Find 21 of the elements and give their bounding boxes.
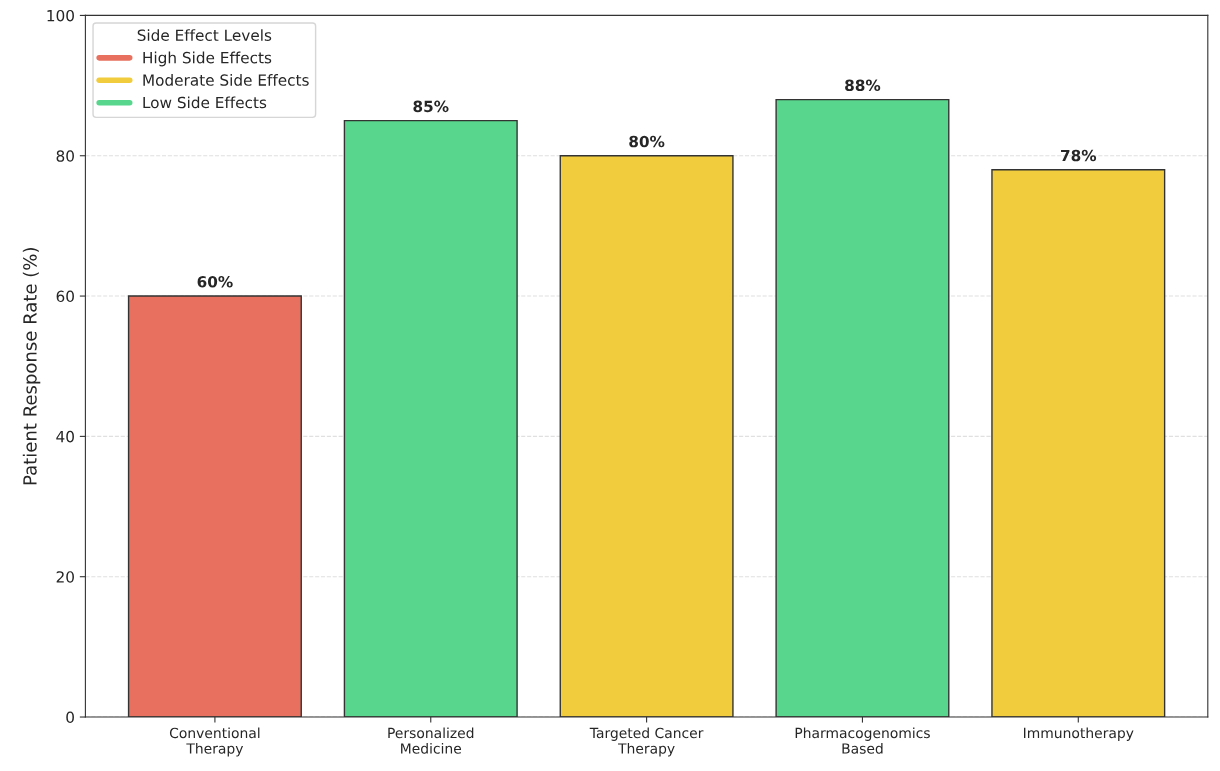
data-label: 88% bbox=[845, 79, 881, 92]
x-tick-label: Personalized Medicine bbox=[388, 727, 474, 754]
x-tick-label: Targeted Cancer Therapy bbox=[589, 727, 704, 757]
y-tick-label: 20 bbox=[56, 571, 74, 583]
data-label: 85% bbox=[413, 100, 449, 113]
y-tick-label: 0 bbox=[66, 711, 74, 724]
x-tick-label: Conventional Therapy bbox=[169, 727, 260, 757]
legend-label: High Side Effects bbox=[143, 51, 272, 67]
x-tick-label: Immunotherapy bbox=[1024, 727, 1134, 741]
y-tick-label: 80 bbox=[56, 150, 74, 162]
y-tick-label: 100 bbox=[47, 9, 74, 22]
legend-label: Low Side Effects bbox=[143, 96, 267, 109]
y-axis-title: Patient Response Rate (%) bbox=[22, 248, 41, 485]
legend-label: Moderate Side Effects bbox=[143, 74, 309, 86]
data-label: 80% bbox=[629, 135, 665, 148]
x-tick-label: Pharmacogenomics Based bbox=[795, 727, 930, 754]
y-tick-label: 60 bbox=[56, 290, 74, 303]
data-label: 78% bbox=[1061, 149, 1097, 162]
y-tick-label: 40 bbox=[56, 430, 74, 443]
legend-title: Side Effect Levels bbox=[137, 29, 272, 41]
data-label: 60% bbox=[197, 275, 233, 288]
